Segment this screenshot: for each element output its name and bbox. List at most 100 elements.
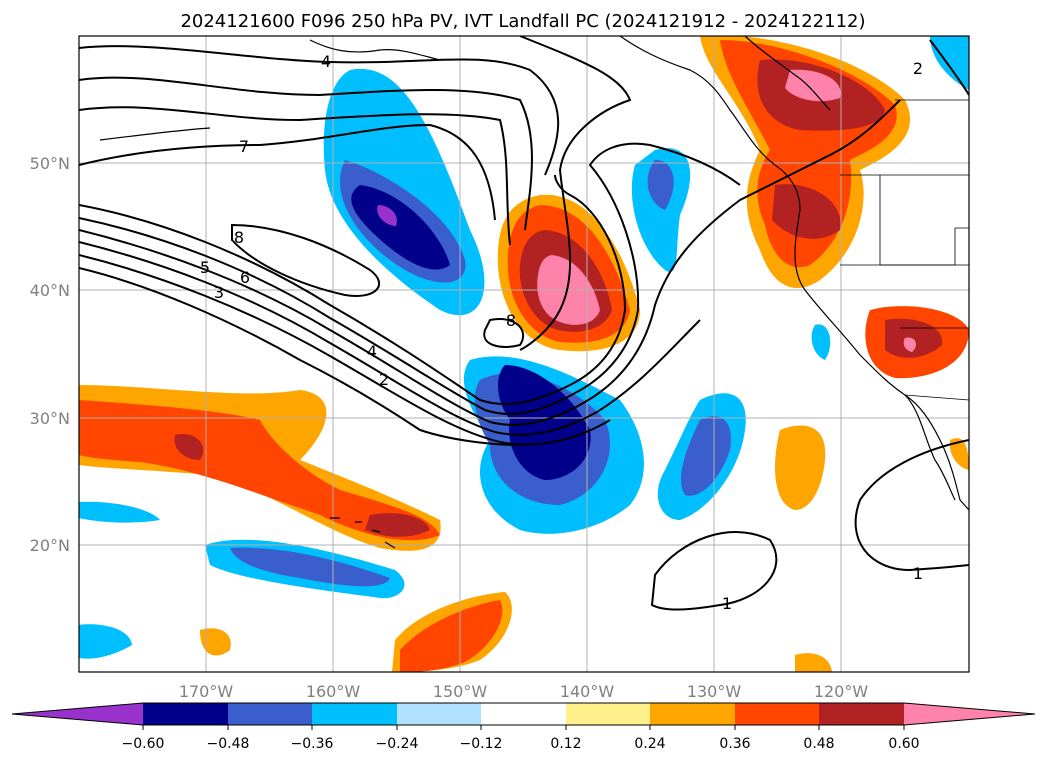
neg-shade-southwest-corner <box>79 624 132 659</box>
map-panel: 4 7 8 5 6 3 8 4 2 2 1 1 <box>78 35 970 673</box>
neg-shade-california-coast <box>811 324 831 360</box>
lon-label-130w: 130°W <box>687 682 742 701</box>
contour-line-4 <box>79 123 496 221</box>
contour-label: 4 <box>321 52 331 71</box>
baja-california-coastline <box>904 394 956 501</box>
contour-line-5 <box>519 36 632 351</box>
contour-label-group: 4 7 8 5 6 3 8 4 2 2 1 1 <box>200 52 923 613</box>
colorbar-bin <box>735 703 819 725</box>
colorbar-tick-label: 0.12 <box>550 736 581 752</box>
contour-label: 2 <box>379 370 389 389</box>
lon-label-120w: 120°W <box>814 682 869 701</box>
us-mexico-border <box>904 394 969 401</box>
contour-label: 8 <box>234 228 244 247</box>
lat-label-30n: 30°N <box>30 409 70 428</box>
colorbar-tick-label: −0.36 <box>291 736 334 752</box>
colorbar-tick-label: −0.12 <box>460 736 503 752</box>
neg-shade-hawaii-band-core <box>230 547 390 587</box>
contour-label: 8 <box>506 311 516 330</box>
contour-label: 4 <box>367 342 377 361</box>
lon-label-150w: 150°W <box>433 682 488 701</box>
colorbar-bin <box>397 703 481 725</box>
contour-line-northeast-2 <box>929 39 969 96</box>
contour-line-8 <box>79 99 901 426</box>
neg-shade-northeast-pacific-core <box>647 160 674 210</box>
figure-title: 2024121600 F096 250 hPa PV, IVT Landfall… <box>180 11 865 32</box>
contour-line-3 <box>79 106 511 246</box>
longitude-labels: 170°W 160°W 150°W 140°W 130°W 120°W <box>179 682 869 701</box>
pos-shade-baja-offshore <box>775 425 826 510</box>
pos-shade-subtropical-jet-core <box>174 434 204 460</box>
hawaiian-islands <box>330 517 396 549</box>
colorbar-tick-label: −0.60 <box>122 736 165 752</box>
lat-label-20n: 20°N <box>30 536 70 555</box>
colorbar-tick-label: 0.48 <box>803 736 834 752</box>
colorbar-tick-label: −0.48 <box>207 736 250 752</box>
pos-shade-oregon-core <box>772 184 841 239</box>
contour-label: 1 <box>722 594 732 613</box>
neg-shade-northeast-corner <box>930 36 969 90</box>
contour-label: 1 <box>913 564 923 583</box>
colorbar-bin <box>566 703 650 725</box>
colorbar-bin <box>819 703 904 725</box>
aleutian-west-islands <box>99 127 211 141</box>
colorbar-bin <box>228 703 312 725</box>
colorbar: −0.60 −0.48 −0.36 −0.24 −0.12 0.12 0.24 … <box>11 702 1036 752</box>
state-border-nevada <box>840 227 969 266</box>
colorbar-bin <box>143 703 228 725</box>
positive-anomaly-shading <box>79 36 969 672</box>
contour-label: 6 <box>240 268 250 287</box>
contour-line-1 <box>79 45 560 176</box>
neg-shade-north-pacific-peak <box>377 205 397 226</box>
pos-shade-southern-california-peak <box>903 337 916 352</box>
negative-anomaly-shading <box>79 36 969 659</box>
contour-line-2 <box>79 76 533 231</box>
graticule <box>79 36 969 672</box>
neg-shade-northeast-pacific <box>631 148 691 272</box>
colorbar-tick-label: 0.36 <box>719 736 750 752</box>
colorbar-extend-min <box>12 703 143 725</box>
contour-line-7 <box>79 142 741 415</box>
contour-line-9 <box>79 241 701 436</box>
colorbar-bin <box>481 703 566 725</box>
contour-label: 5 <box>200 258 210 277</box>
pv-contours <box>79 36 969 611</box>
colorbar-bin <box>650 703 735 725</box>
contour-line-6 <box>79 174 627 406</box>
lon-label-160w: 160°W <box>306 682 361 701</box>
neg-shade-west-edge <box>79 501 160 523</box>
neg-shade-central-pacific-core <box>498 365 591 480</box>
pos-shade-hawaii-core <box>365 513 430 537</box>
lat-label-50n: 50°N <box>30 154 70 173</box>
coastlines <box>99 36 969 549</box>
lat-label-40n: 40°N <box>30 281 70 300</box>
pos-shade-east-edge <box>949 438 969 470</box>
pos-shade-south-central-mid <box>400 600 503 672</box>
contour-line-10 <box>79 254 611 446</box>
aleutian-islands <box>309 39 441 61</box>
colorbar-bin <box>312 703 397 725</box>
pos-shade-subtropical-jet-mid <box>79 400 440 541</box>
colorbar-extend-max <box>904 703 1035 725</box>
neg-shade-subtropical-band-core <box>680 416 731 496</box>
contour-closed-8-central <box>483 318 525 348</box>
lon-label-170w: 170°W <box>179 682 234 701</box>
colorbar-tick-label: −0.24 <box>376 736 419 752</box>
contour-label: 2 <box>913 59 923 78</box>
colorbar-tick-label: 0.24 <box>634 736 665 752</box>
alaska-panhandle-coast <box>744 36 831 111</box>
contour-label: 7 <box>239 137 249 156</box>
contour-line-11 <box>79 267 521 446</box>
contour-closed-8-west <box>231 223 381 297</box>
neg-shade-north-pacific-core <box>351 185 450 270</box>
political-borders <box>840 99 969 401</box>
latitude-labels: 50°N 40°N 30°N 20°N <box>30 154 70 555</box>
lon-label-140w: 140°W <box>560 682 615 701</box>
map-frame <box>78 35 970 673</box>
contour-closed-1-south <box>650 531 778 611</box>
pos-shade-south-edge <box>795 653 832 672</box>
contour-label: 3 <box>214 283 224 302</box>
north-america-coastline <box>619 36 969 511</box>
pos-shade-southwest-blob <box>200 628 231 656</box>
